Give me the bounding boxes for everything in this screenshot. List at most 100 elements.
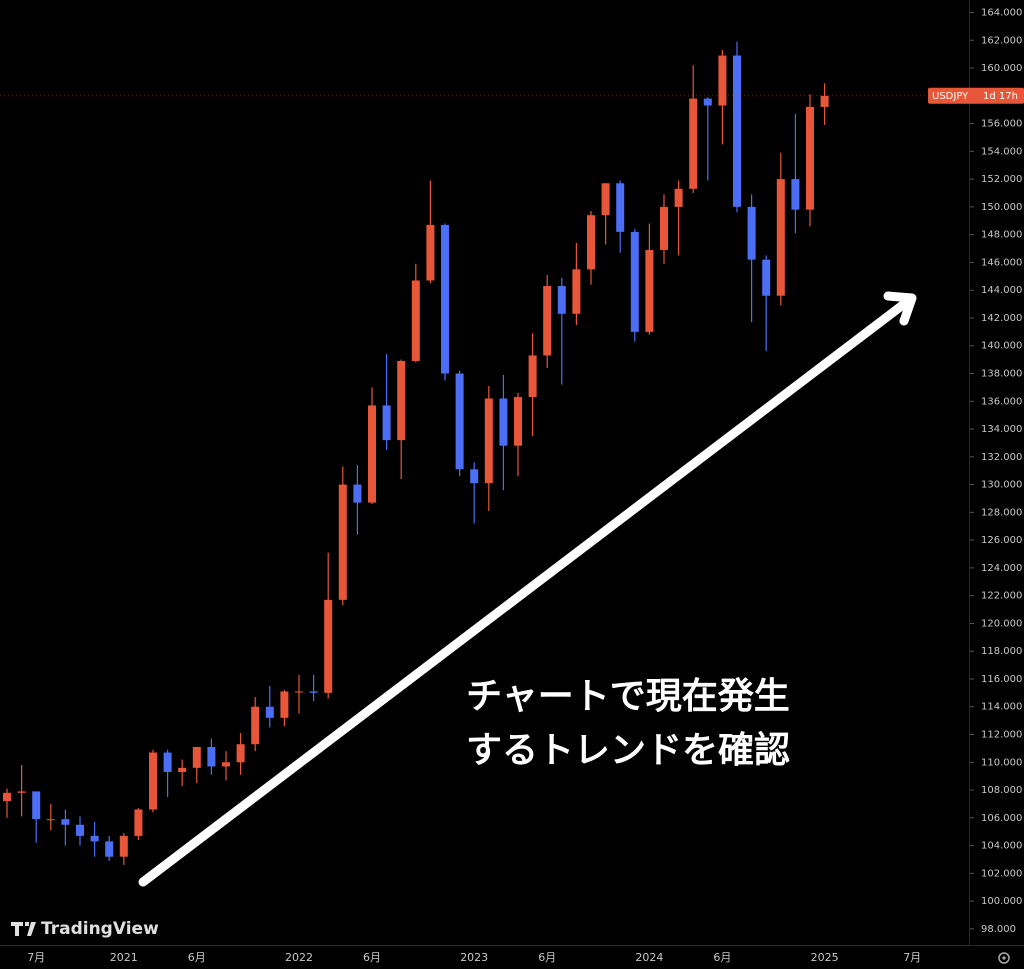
- y-tick-label: 98.000: [981, 924, 1016, 935]
- candle-body: [353, 484, 362, 503]
- y-tick-label: 142.000: [981, 313, 1022, 324]
- x-tick-label: 2022: [285, 951, 313, 964]
- y-tick-label: 110.000: [981, 757, 1022, 768]
- candle-body: [587, 215, 595, 270]
- brand-name: TradingView: [41, 919, 159, 939]
- candle-body: [397, 361, 406, 441]
- annotation-line: チャートで現在発生: [466, 676, 790, 717]
- candle-body: [820, 95, 829, 107]
- candle-body: [105, 841, 114, 857]
- candle-body: [368, 405, 376, 503]
- candle-body: [718, 55, 727, 106]
- candle-body: [484, 398, 493, 484]
- candle-body: [776, 179, 785, 296]
- y-tick-label: 152.000: [981, 174, 1022, 185]
- y-tick-label: 122.000: [981, 591, 1022, 602]
- arrow-head: [883, 291, 917, 326]
- candle-body: [674, 188, 683, 207]
- candle-body: [441, 224, 449, 374]
- candle-body: [3, 792, 11, 802]
- candle-body: [178, 767, 187, 772]
- x-tick-label: 2023: [460, 951, 488, 964]
- y-tick-label: 132.000: [981, 452, 1022, 463]
- annotation-line: するトレンドを確認: [466, 730, 790, 771]
- y-tick-label: 164.000: [981, 7, 1022, 18]
- candle-body: [338, 484, 347, 600]
- candle-body: [572, 269, 581, 314]
- candle-body: [251, 706, 260, 745]
- x-tick-label: 2021: [110, 951, 138, 964]
- y-tick-label: 148.000: [981, 230, 1022, 241]
- y-tick-label: 146.000: [981, 257, 1022, 268]
- price-tag: [928, 87, 1024, 104]
- candle-body: [46, 819, 55, 821]
- trend-arrow: [138, 291, 917, 887]
- candle-body: [630, 231, 639, 332]
- candle-body: [470, 469, 479, 484]
- brand-logo: TradingView: [11, 919, 159, 939]
- candle-body: [747, 206, 756, 260]
- x-tick-label: 6月: [363, 951, 381, 964]
- candle-body: [324, 599, 333, 693]
- x-tick-label: 7月: [903, 951, 921, 964]
- y-tick-label: 112.000: [981, 730, 1022, 741]
- candle-body: [265, 706, 274, 718]
- candle-body: [192, 747, 201, 768]
- y-tick-label: 120.000: [981, 618, 1022, 629]
- settings-icon-center[interactable]: [1002, 956, 1006, 960]
- candle-body: [791, 179, 800, 210]
- candle-body: [806, 106, 814, 210]
- candle-body: [119, 835, 128, 857]
- y-tick-label: 114.000: [981, 702, 1022, 713]
- candle-body: [280, 691, 289, 718]
- x-tick-label: 7月: [27, 951, 45, 964]
- candles: [3, 41, 829, 866]
- candle-body: [499, 398, 508, 446]
- candle-body: [455, 373, 464, 470]
- arrow-shaft: [138, 296, 913, 887]
- candle-body: [90, 835, 99, 842]
- candle-body: [762, 259, 771, 296]
- y-tick-label: 162.000: [981, 35, 1022, 46]
- settings-button[interactable]: [998, 952, 1010, 964]
- y-tick-label: 128.000: [981, 507, 1022, 518]
- logo-icon: [11, 922, 36, 936]
- candle-body: [528, 355, 537, 398]
- price-tag-countdown: 1d 17h: [983, 91, 1018, 102]
- y-tick-label: 144.000: [981, 285, 1022, 296]
- y-tick-label: 104.000: [981, 841, 1022, 852]
- y-tick-label: 134.000: [981, 424, 1022, 435]
- settings-icon[interactable]: [998, 952, 1010, 964]
- candle-body: [222, 762, 230, 767]
- candle-body: [149, 752, 157, 810]
- y-tick-label: 160.000: [981, 63, 1022, 74]
- candle-body: [601, 183, 610, 216]
- candle-body: [134, 809, 143, 836]
- candle-body: [733, 55, 741, 207]
- candle-body: [207, 747, 216, 767]
- y-tick-label: 124.000: [981, 563, 1022, 574]
- candle-body: [543, 286, 552, 356]
- y-tick-label: 150.000: [981, 202, 1022, 213]
- y-tick-label: 126.000: [981, 535, 1022, 546]
- candle-body: [76, 824, 84, 836]
- x-tick-label: 2024: [635, 951, 663, 964]
- candle-body: [295, 691, 303, 693]
- y-tick-label: 108.000: [981, 785, 1022, 796]
- y-tick-label: 136.000: [981, 396, 1022, 407]
- y-tick-label: 102.000: [981, 868, 1022, 879]
- x-tick-label: 2025: [811, 951, 839, 964]
- candle-body: [645, 249, 654, 332]
- x-tick-label: 6月: [188, 951, 206, 964]
- x-tick-label: 6月: [538, 951, 556, 964]
- candle-body: [689, 98, 698, 189]
- y-tick-label: 118.000: [981, 646, 1022, 657]
- candle-body: [382, 405, 391, 441]
- y-tick-label: 140.000: [981, 341, 1022, 352]
- y-tick-label: 106.000: [981, 813, 1022, 824]
- candle-body: [616, 183, 625, 232]
- candle-body: [309, 691, 318, 693]
- candle-body: [17, 791, 26, 793]
- price-tag-symbol: USDJPY: [932, 91, 969, 102]
